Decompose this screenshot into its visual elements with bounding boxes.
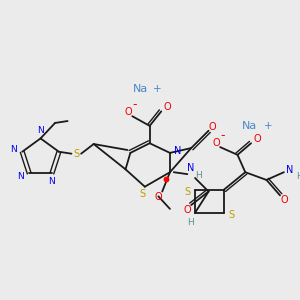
Text: O: O [124,107,132,117]
Text: S: S [140,189,146,200]
Text: Na: Na [132,84,148,94]
Text: O: O [208,122,216,132]
Text: Na: Na [242,121,257,131]
Text: N: N [10,145,17,154]
Text: S: S [184,187,190,196]
Text: O: O [253,134,261,144]
Text: N: N [286,165,293,175]
Text: H: H [296,172,300,181]
Text: O: O [212,138,220,148]
Text: S: S [73,149,80,159]
Text: N: N [37,126,44,135]
Text: O: O [163,101,171,112]
Text: O: O [280,195,288,205]
Text: N: N [17,172,24,181]
Text: O: O [154,192,162,202]
Text: N: N [174,146,182,156]
Text: S: S [229,210,235,220]
Text: H: H [187,218,194,227]
Text: +: + [153,84,162,94]
Text: N: N [188,163,195,173]
Text: H: H [196,171,202,180]
Text: -: - [221,129,225,142]
Text: O: O [184,205,191,215]
Text: N: N [49,177,55,186]
Text: +: + [264,121,273,131]
Text: -: - [132,98,136,111]
